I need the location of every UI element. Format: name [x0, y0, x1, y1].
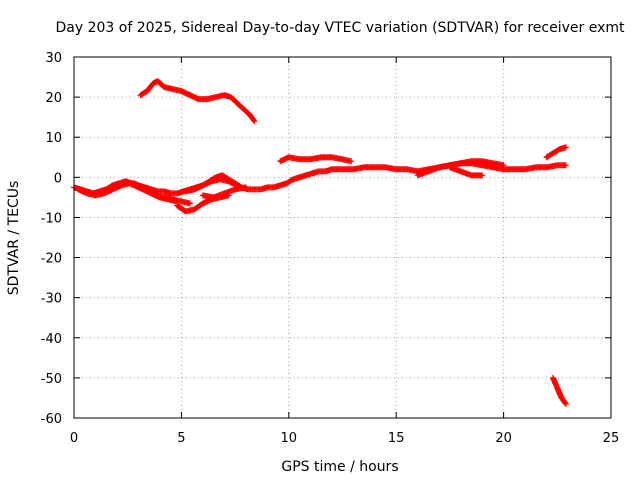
x-tick-label: 15: [388, 431, 405, 446]
y-tick-label: -40: [41, 332, 62, 347]
data-point-interpolated: [562, 399, 569, 406]
x-tick-label: 25: [603, 431, 620, 446]
data-point: [562, 144, 569, 151]
x-tick-label: 10: [281, 431, 298, 446]
data-points: [71, 78, 569, 407]
x-tick-label: 0: [70, 431, 78, 446]
y-tick-label: -10: [41, 211, 62, 226]
series-arc-9: [414, 158, 507, 179]
data-point: [562, 400, 569, 407]
series-arc-12: [550, 374, 569, 407]
data-point: [251, 118, 258, 125]
y-tick-label: 30: [45, 51, 62, 66]
y-tick-label: -20: [41, 252, 62, 267]
y-tick-label: -30: [41, 292, 62, 307]
y-tick-label: -50: [41, 372, 62, 387]
y-axis-label: SDTVAR / TECUs: [6, 181, 22, 296]
series-arc-7: [137, 78, 258, 125]
series-arc-11: [543, 144, 569, 161]
x-tick-label: 20: [495, 431, 512, 446]
x-tick-label: 5: [177, 431, 185, 446]
series-arc-8: [277, 154, 355, 165]
data-point: [186, 200, 193, 207]
data-point: [500, 162, 507, 169]
data-point: [242, 184, 249, 191]
data-point: [562, 162, 569, 169]
data-point: [348, 158, 355, 165]
x-axis-label: GPS time / hours: [281, 459, 398, 475]
y-tick-label: 20: [45, 91, 62, 106]
y-tick-label: -60: [41, 412, 62, 427]
grid: [74, 57, 611, 418]
y-tick-label: 10: [45, 131, 62, 146]
y-tick-label: 0: [54, 171, 62, 186]
series-arc-6: [199, 184, 249, 201]
series-arc-10: [446, 164, 486, 179]
data-point: [479, 172, 486, 179]
chart-title: Day 203 of 2025, Sidereal Day-to-day VTE…: [56, 20, 626, 36]
series-arc-3: [131, 180, 181, 205]
data-point-interpolated: [250, 117, 257, 124]
plot-border: [73, 56, 612, 419]
